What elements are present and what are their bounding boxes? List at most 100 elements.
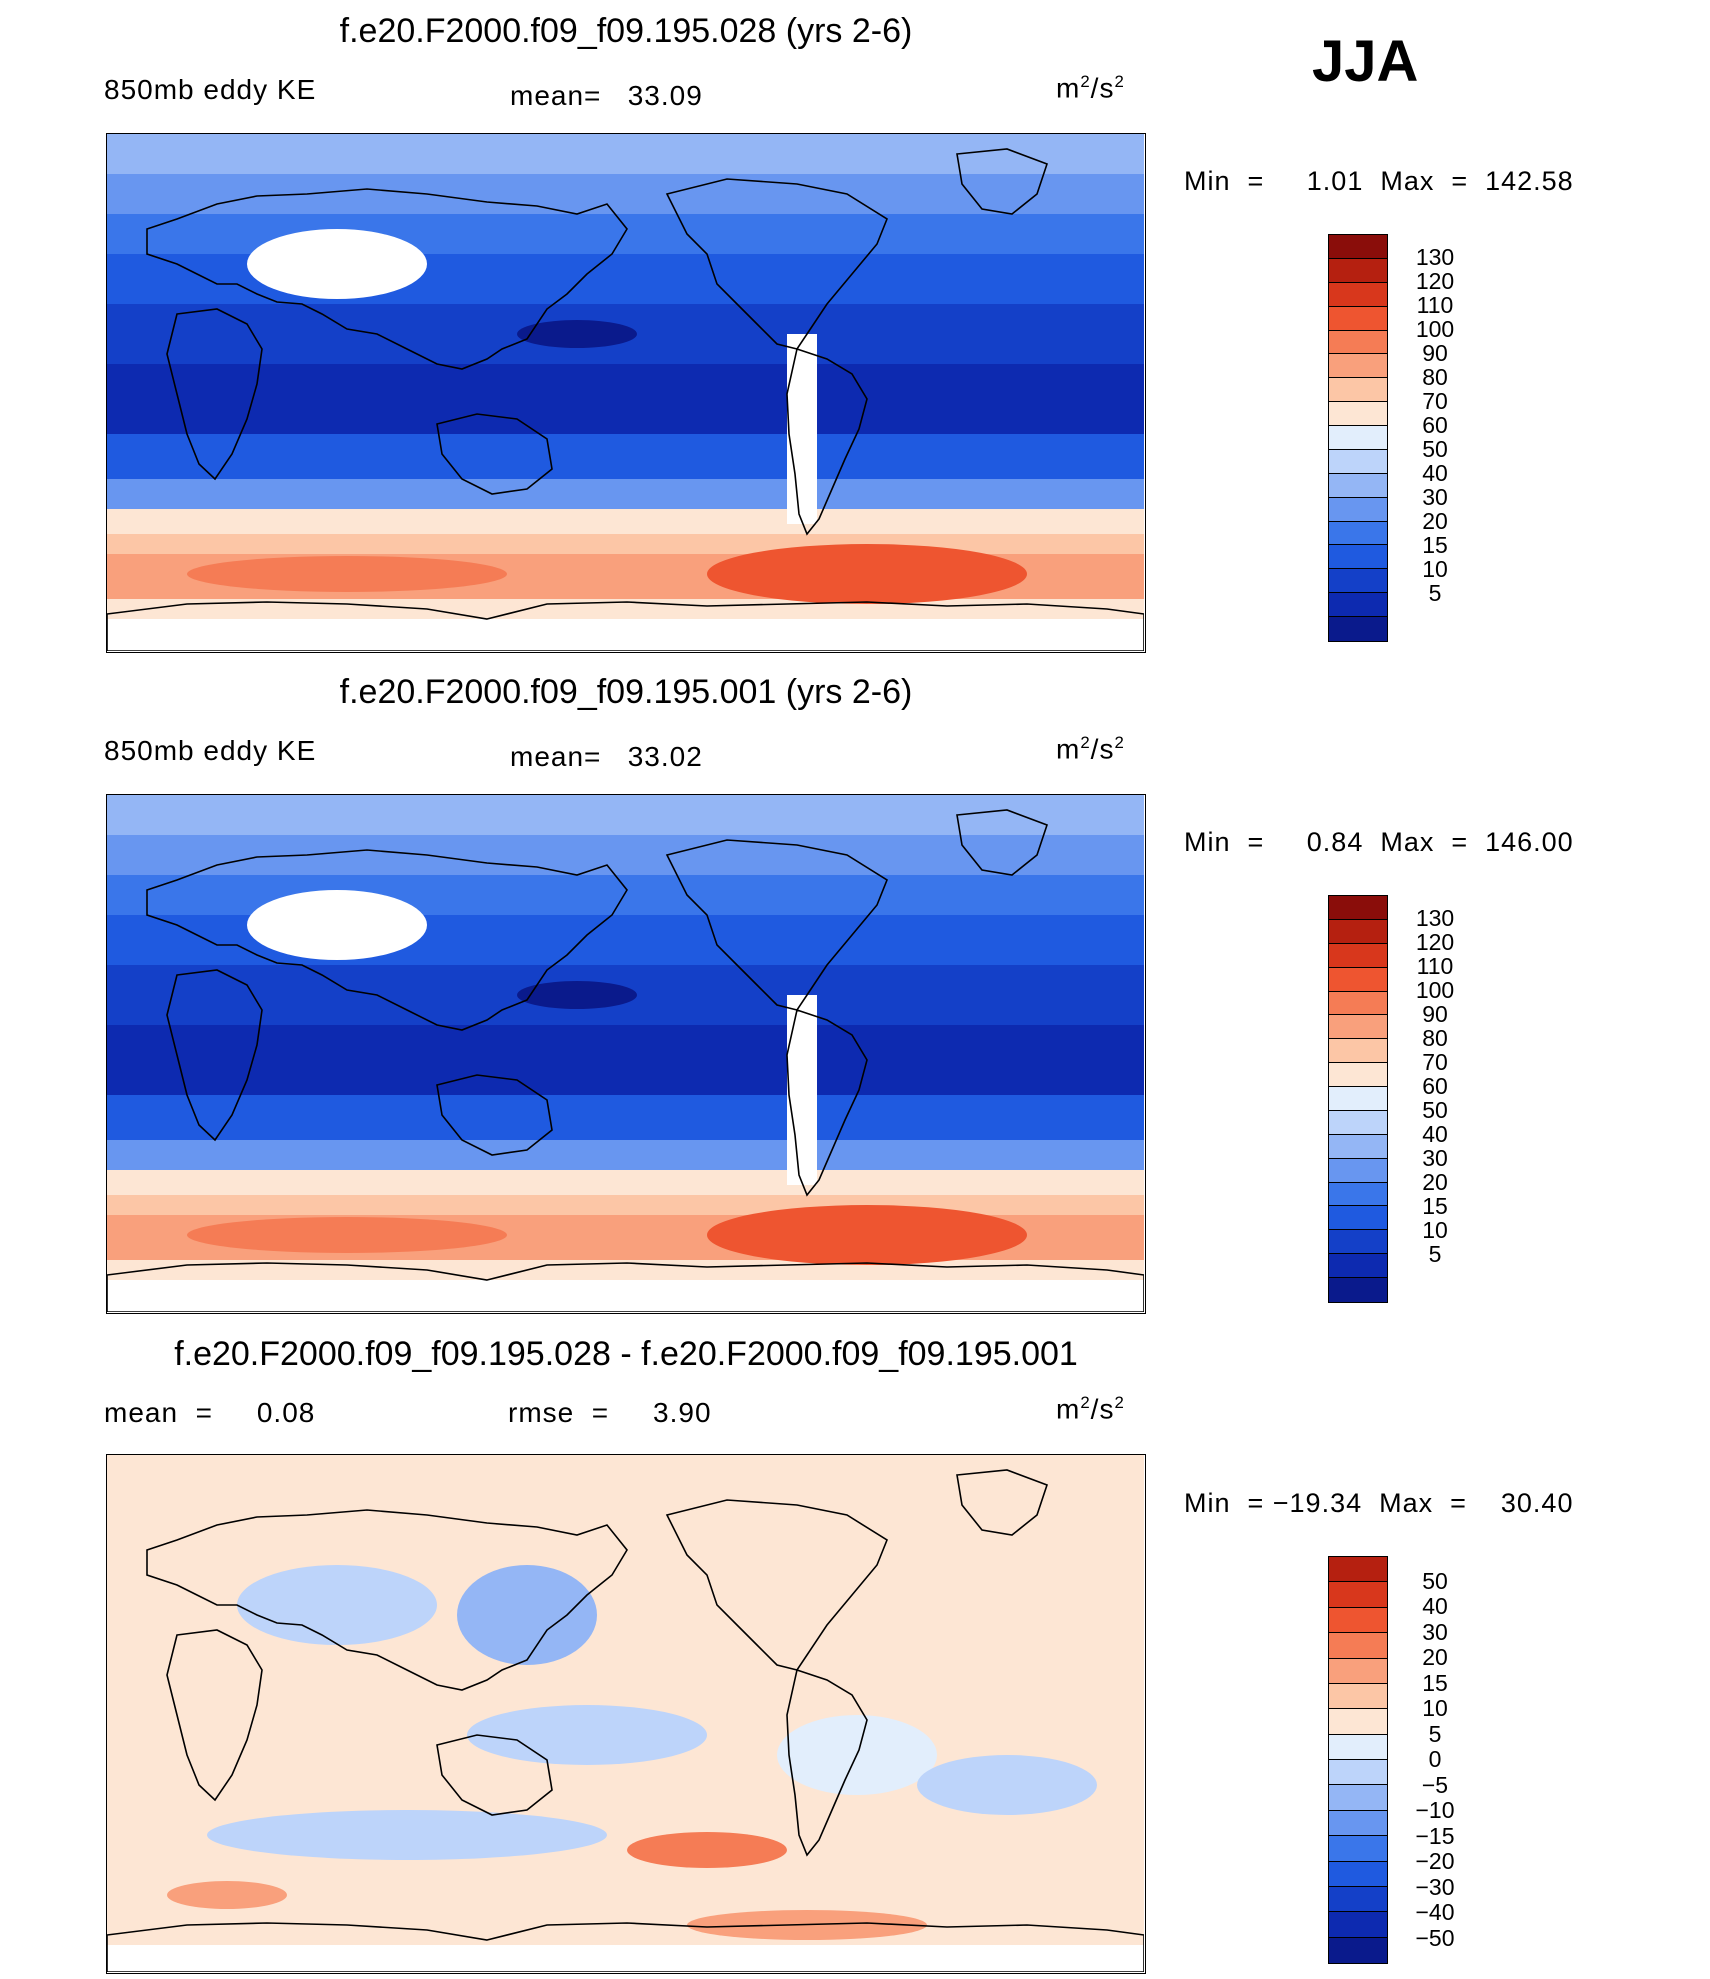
colorbar-box (1329, 1912, 1387, 1938)
map-band (107, 619, 1144, 651)
panel-3-rmse: rmse = 3.90 (508, 1397, 712, 1428)
colorbar-box (1329, 967, 1387, 992)
low-ke-region (517, 981, 637, 1009)
panel-1-mean: mean= 33.09 (510, 80, 703, 111)
colorbar-tick-label: 130 (1415, 244, 1455, 270)
map-band (107, 534, 1144, 554)
colorbar-tick-label: 60 (1422, 1073, 1448, 1099)
colorbar-box (1329, 1134, 1387, 1159)
coastline (166, 969, 263, 1142)
colorbar-box (1329, 1607, 1387, 1634)
panel-3-map (106, 1454, 1146, 1974)
map-band (107, 1140, 1144, 1170)
colorbar-box (1329, 1582, 1387, 1608)
colorbar-box (1329, 1230, 1387, 1255)
colorbar-tick-label: −15 (1415, 1822, 1455, 1849)
coastline (956, 1469, 1049, 1536)
colorbar-tick-label: 130 (1415, 905, 1455, 931)
colorbar-tick-label: −30 (1415, 1873, 1455, 1900)
colorbar-box (1329, 1886, 1387, 1913)
colorbar-box (1329, 354, 1387, 379)
panel-1-units: m2/s2 (1056, 72, 1125, 104)
panel-3-map-svg (107, 1455, 1144, 1972)
panel-1-variable-label: 850mb eddy KE (104, 74, 317, 105)
map-band (107, 795, 1144, 835)
colorbar-box (1329, 330, 1387, 355)
colorbar-box (1329, 1785, 1387, 1811)
coastline (146, 849, 628, 1031)
panel-2-title: f.e20.F2000.f09_f09.195.001 (yrs 2-6) (339, 673, 913, 711)
coastline (107, 1262, 1144, 1312)
colorbar-box (1329, 1278, 1387, 1302)
panel-3-title: f.e20.F2000.f09_f09.195.028 - f.e20.F200… (174, 1335, 1078, 1373)
difference-blob (917, 1755, 1097, 1815)
panel-1-colorbar (1328, 234, 1388, 642)
colorbar-tick-label: 50 (1422, 1567, 1448, 1594)
panel-2-units: m2/s2 (1056, 733, 1125, 765)
colorbar-tick-label: −50 (1415, 1924, 1455, 1951)
map-band (107, 134, 1144, 174)
colorbar-box (1329, 426, 1387, 450)
colorbar-box (1329, 1760, 1387, 1786)
colorbar-box (1329, 1937, 1387, 1963)
difference-blob (467, 1705, 707, 1765)
coastline (786, 1008, 868, 1197)
panel-2-colorbar (1328, 895, 1388, 1303)
colorbar-box (1329, 1015, 1387, 1040)
storm-track-core (707, 1205, 1027, 1265)
colorbar-tick-label: 120 (1415, 268, 1455, 294)
colorbar-box (1329, 991, 1387, 1016)
topography-mask (247, 890, 427, 960)
colorbar-tick-label: 110 (1416, 953, 1454, 979)
coastline (786, 1668, 868, 1857)
topography-mask (787, 334, 817, 524)
coastline (166, 308, 263, 481)
map-band (107, 364, 1144, 434)
panel-3-colorbar (1328, 1556, 1388, 1964)
colorbar-tick-label: 15 (1422, 1193, 1448, 1219)
colorbar-tick-label: 50 (1422, 436, 1448, 462)
colorbar-tick-label: 100 (1415, 316, 1455, 342)
colorbar-box (1329, 449, 1387, 474)
panel-1-minmax: Min = 1.01 Max = 142.58 (1184, 166, 1574, 196)
colorbar-tick-label: 10 (1422, 1695, 1448, 1721)
colorbar-tick-label: 90 (1422, 340, 1448, 366)
difference-blob (167, 1881, 287, 1909)
colorbar-box (1329, 1810, 1387, 1837)
season-label: JJA (1312, 29, 1419, 94)
difference-blob (457, 1565, 597, 1665)
colorbar-box (1329, 1557, 1387, 1583)
colorbar-box (1329, 521, 1387, 546)
map-band (107, 1095, 1144, 1140)
coastline (956, 148, 1049, 215)
colorbar-tick-label: 100 (1415, 977, 1455, 1003)
colorbar-box (1329, 1658, 1387, 1684)
antarctica-mask (107, 1945, 1144, 1972)
colorbar-tick-label: 40 (1422, 460, 1448, 486)
map-band (107, 509, 1144, 534)
colorbar-tick-label: 10 (1422, 1217, 1448, 1243)
map-band (107, 1025, 1144, 1095)
colorbar-tick-label: 5 (1428, 580, 1442, 606)
panel-1-map (106, 133, 1146, 653)
map-band (107, 835, 1144, 875)
colorbar-box (1329, 1063, 1387, 1087)
coastline (436, 413, 553, 495)
panel-3-units: m2/s2 (1056, 1393, 1125, 1425)
colorbar-box (1329, 1182, 1387, 1207)
coastline (436, 1734, 553, 1816)
panel-1-title: f.e20.F2000.f09_f09.195.028 (yrs 2-6) (339, 12, 913, 50)
topography-mask (247, 229, 427, 299)
storm-track-core (707, 544, 1027, 604)
map-band (107, 479, 1144, 509)
colorbar-tick-label: 0 (1428, 1746, 1442, 1772)
map-band (107, 174, 1144, 214)
colorbar-box (1329, 943, 1387, 968)
panel-2-minmax: Min = 0.84 Max = 146.00 (1184, 827, 1574, 857)
difference-blob (207, 1810, 607, 1860)
coastline (146, 1509, 628, 1691)
colorbar-box (1329, 593, 1387, 617)
colorbar-box (1329, 1254, 1387, 1278)
colorbar-box (1329, 919, 1387, 944)
colorbar-box (1329, 896, 1387, 920)
